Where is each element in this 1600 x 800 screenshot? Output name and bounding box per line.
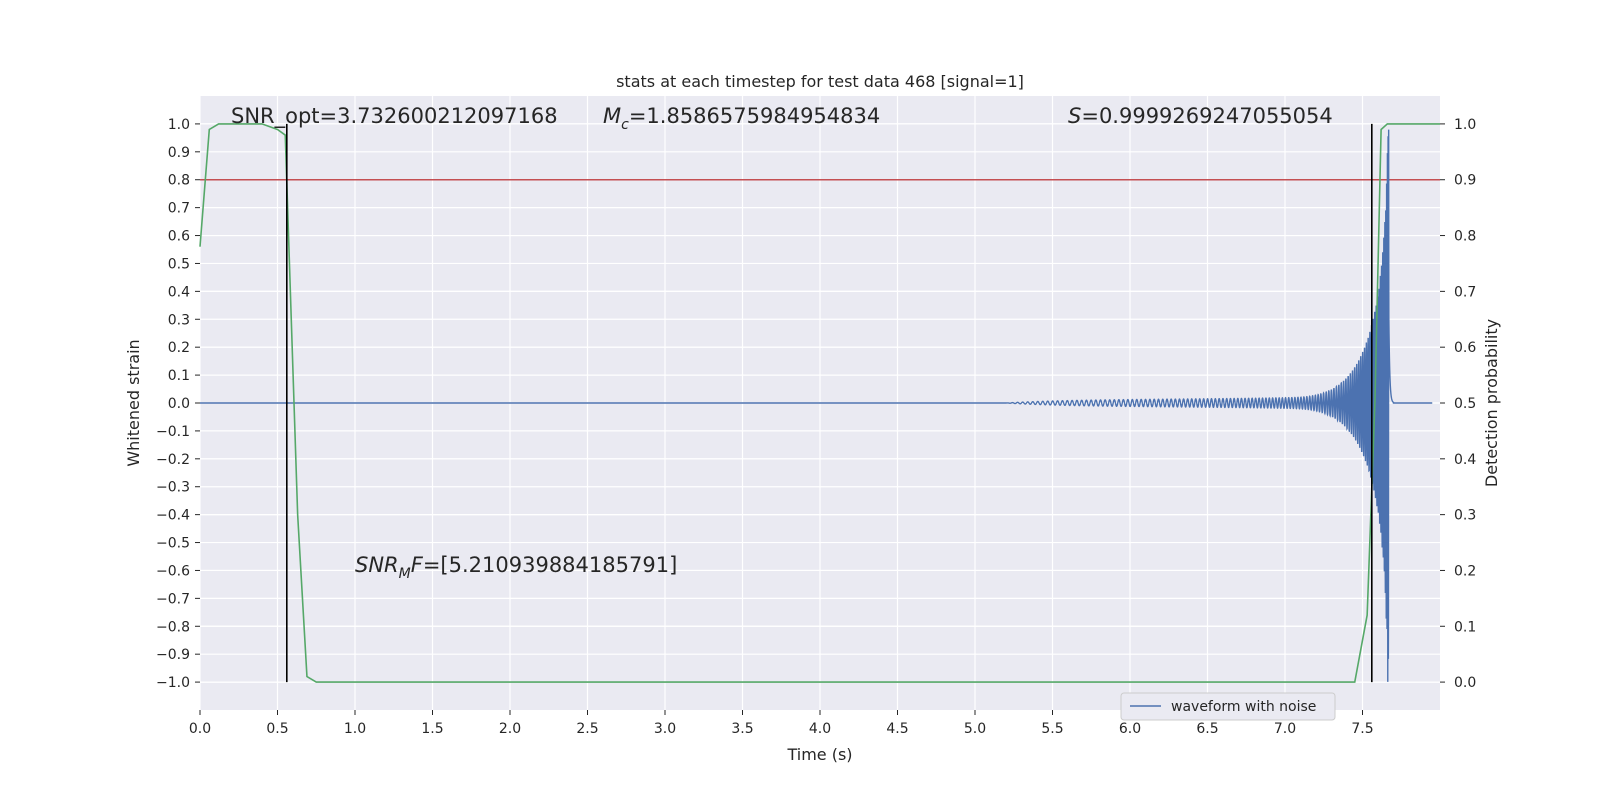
snr-mf-annotation: SNRMF=[5.210939884185791] [355,553,677,582]
x-tick-label: 1.5 [421,721,443,737]
y-tick-label-left: 0.7 [168,201,190,217]
x-tick-label: 0.0 [189,721,211,737]
x-tick-label: 3.0 [654,721,676,737]
y-tick-label-right: 0.5 [1454,396,1476,412]
y-tick-label-left: −0.1 [156,424,190,440]
x-tick-label: 4.5 [886,721,908,737]
y-tick-label-right: 0.1 [1454,619,1476,635]
x-axis-label: Time (s) [786,745,852,764]
ticks: 0.0 0.5 1.0 1.5 2.0 2.5 3.0 3.5 4.0 4.5 5.0 5.5 6.0 6… [156,117,1476,737]
y-tick-label-left: 0.1 [168,368,190,384]
x-tick-label: 0.5 [266,721,288,737]
y-tick-label-left: −0.3 [156,480,190,496]
y-tick-label-left: 0.0 [168,396,190,412]
legend-box [1120,692,1336,721]
y-tick-label-right: 0.3 [1454,508,1476,524]
y-tick-label-right: 0.7 [1454,284,1476,300]
waveform-line [200,129,1433,682]
y-tick-label-left: −0.8 [156,619,190,635]
y-tick-label-left: 0.6 [168,229,190,245]
chirp-mass-annotation: Mc=1.8586575984954834 [603,104,880,133]
y-tick-label-left: −0.9 [156,647,190,663]
chart-title: stats at each timestep for test data 468… [616,72,1024,91]
y-tick-label-left: 0.3 [168,312,190,328]
x-tick-label: 7.5 [1351,721,1373,737]
y-tick-label-left: −0.4 [156,508,190,524]
y-tick-label-right: 1.0 [1454,117,1476,133]
y-tick-label-right: 0.2 [1454,563,1476,579]
x-tick-label: 2.5 [576,721,598,737]
y-tick-label-left: 1.0 [168,117,190,133]
y-tick-label-left: −1.0 [156,675,190,691]
y-axis-label-right: Detection probability [1482,319,1501,487]
y-tick-label-left: −0.6 [156,563,190,579]
x-tick-label: 4.0 [809,721,831,737]
x-tick-label: 6.0 [1119,721,1141,737]
x-tick-label: 2.0 [499,721,521,737]
y-tick-label-left: −0.5 [156,536,190,552]
x-tick-label: 5.0 [964,721,986,737]
y-tick-label-right: 0.4 [1454,452,1476,468]
x-tick-label: 6.5 [1196,721,1218,737]
y-tick-label-left: 0.9 [168,145,190,161]
y-tick-label-right: 0.9 [1454,173,1476,189]
x-tick-label: 3.5 [731,721,753,737]
y-tick-label-right: 0.0 [1454,675,1476,691]
s-annotation: S=0.9999269247055054 [1068,104,1333,128]
y-tick-label-right: 0.6 [1454,340,1476,356]
y-tick-label-left: 0.5 [168,256,190,272]
detection-probability-line [199,123,1440,683]
y-tick-label-right: 0.8 [1454,229,1476,245]
x-tick-label: 1.0 [344,721,366,737]
y-tick-label-left: 0.8 [168,173,190,189]
y-tick-label-left: 0.4 [168,284,190,300]
y-tick-label-left: −0.7 [156,591,190,607]
y-axis-label-left: Whitened strain [124,339,143,466]
data-layer [199,123,1440,683]
x-tick-label: 5.5 [1041,721,1063,737]
y-tick-label-left: 0.2 [168,340,190,356]
snr-opt-annotation: SNR_opt=3.732600212097168 [231,104,558,129]
x-tick-label: 7.0 [1274,721,1296,737]
legend-label-waveform: waveform with noise [1171,699,1316,715]
legend: waveform with noise [1120,692,1336,721]
y-tick-label-left: −0.2 [156,452,190,468]
